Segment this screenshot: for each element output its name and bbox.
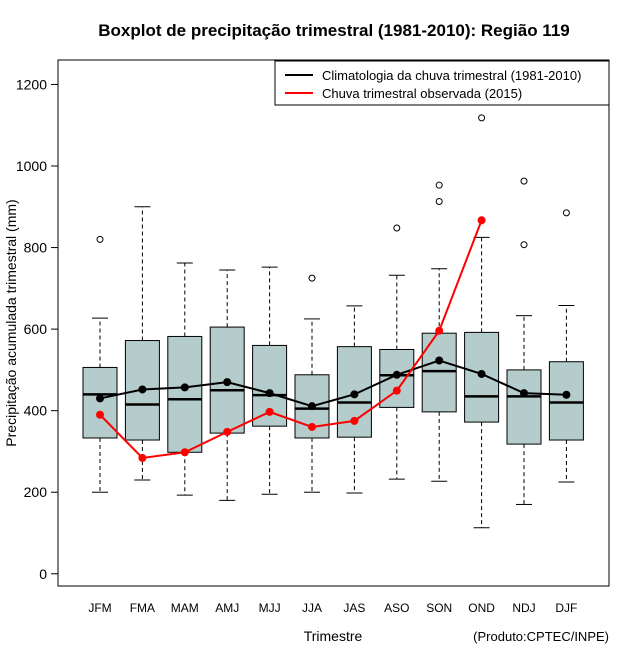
y-tick-label: 1200 [16, 76, 47, 92]
observed-point [265, 407, 274, 416]
legend-label-climatology: Climatologia da chuva trimestral (1981-2… [322, 68, 581, 83]
observed-point [392, 386, 401, 395]
legend: Climatologia da chuva trimestral (1981-2… [274, 60, 610, 106]
x-tick-label: JFM [88, 601, 111, 615]
box-iqr [548, 361, 584, 441]
outlier-point [478, 114, 486, 122]
y-tick-label: 1000 [16, 158, 47, 174]
series-layer [96, 216, 571, 462]
climatology-line [99, 359, 567, 408]
legend-label-observed: Chuva trimestral observada (2015) [322, 86, 522, 101]
boxes-layer [82, 114, 584, 529]
y-tick-label: 0 [39, 566, 47, 582]
x-tick-label: MAM [171, 601, 199, 615]
climatology-point [520, 389, 528, 398]
climatology-point [350, 390, 359, 399]
box-iqr [167, 335, 203, 453]
outlier-point [435, 197, 443, 205]
plot-frame [57, 59, 610, 587]
y-axis-label: Precipitação acumulada trimestral (mm) [3, 199, 19, 446]
credit-label: (Produto:CPTEC/INPE) [473, 629, 609, 644]
climatology-point [138, 385, 147, 394]
climatology-point [180, 383, 189, 392]
outlier-point [520, 241, 528, 249]
climatology-point [435, 356, 444, 365]
observed-point [138, 453, 147, 462]
x-axis-label: Trimestre [304, 628, 363, 644]
box-iqr [421, 332, 457, 413]
y-tick-label: 600 [24, 321, 48, 337]
x-tick-label: FMA [130, 601, 155, 615]
x-tick-label: NDJ [512, 601, 535, 615]
legend-box [274, 60, 610, 106]
x-axis: JFM FMA MAM AMJ MJJ JJA JAS ASO SON OND NDJ DJF [88, 601, 577, 615]
outlier-point [393, 224, 401, 232]
x-tick-label: DJF [555, 601, 577, 615]
x-tick-label: JJA [302, 601, 322, 615]
climatology-point [308, 402, 316, 411]
outlier-point [520, 177, 528, 185]
x-tick-label: OND [468, 601, 495, 615]
climatology-point [392, 370, 401, 379]
box-iqr [506, 369, 542, 445]
observed-point [477, 216, 486, 225]
x-tick-label: MJJ [259, 601, 281, 615]
x-tick-label: SON [426, 601, 452, 615]
climatology-point [562, 390, 571, 399]
observed-point [96, 410, 104, 419]
climatology-point [96, 394, 104, 403]
observed-point [180, 448, 189, 457]
outlier-point [96, 235, 104, 243]
x-tick-label: JAS [343, 601, 365, 615]
observed-point [350, 416, 359, 425]
observed-point [435, 326, 444, 335]
y-tick-label: 400 [24, 403, 48, 419]
y-axis: 0 200 400 600 800 1000 1200 [16, 76, 58, 582]
observed-point [223, 427, 232, 436]
y-tick-label: 800 [24, 240, 48, 256]
climatology-point [223, 378, 232, 387]
climatology-point [265, 389, 274, 398]
outlier-point [562, 209, 570, 217]
observed-line [99, 219, 483, 460]
observed-point [308, 422, 316, 431]
outlier-point [308, 274, 316, 282]
climatology-point [477, 369, 486, 378]
outlier-point [435, 181, 443, 189]
x-tick-label: AMJ [215, 601, 239, 615]
y-tick-label: 200 [24, 484, 48, 500]
chart-title: Boxplot de precipitação trimestral (1981… [98, 21, 569, 40]
x-tick-label: ASO [384, 601, 409, 615]
